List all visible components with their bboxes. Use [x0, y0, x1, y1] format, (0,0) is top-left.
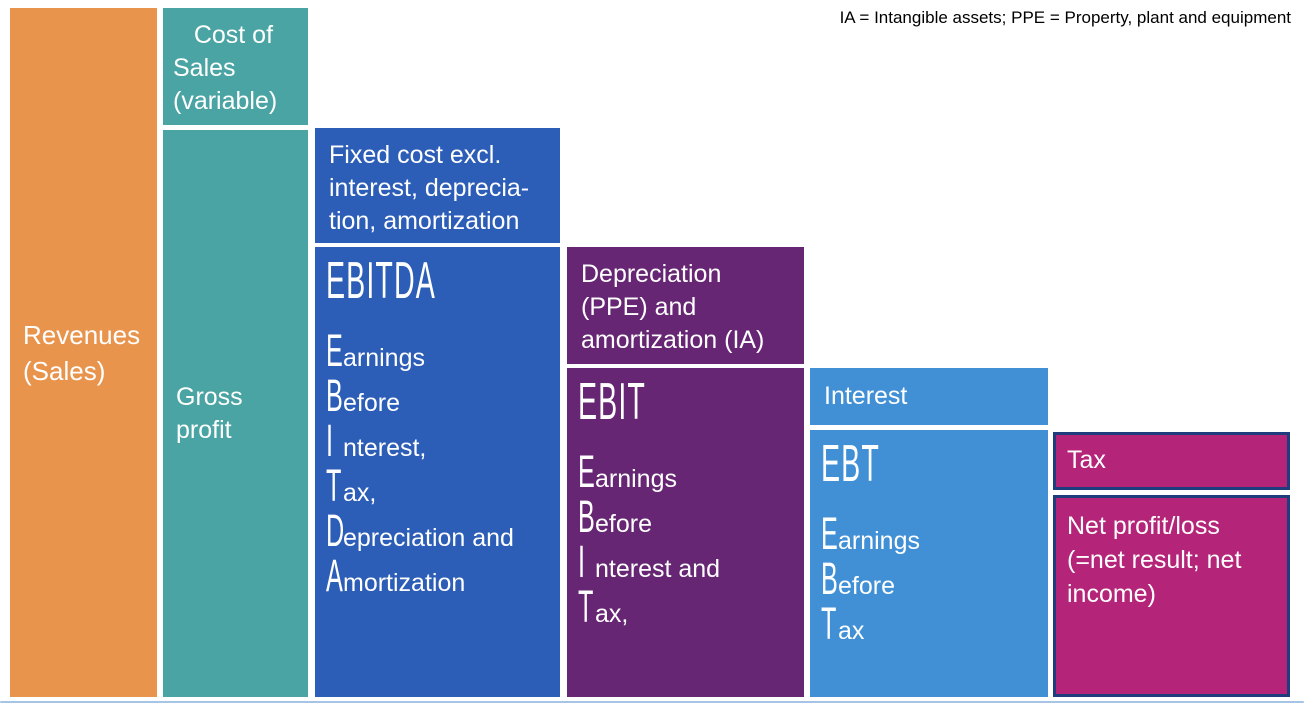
tax-box: Tax — [1053, 432, 1290, 490]
abbreviation-note: IA = Intangible assets; PPE = Property, … — [839, 8, 1291, 27]
ebt-rest-earnings: arnings — [838, 527, 920, 555]
ebitda-initial-b: B — [326, 370, 343, 421]
ebit-initial-e: E — [578, 446, 595, 497]
ebitda-rest-tax: ax, — [343, 479, 377, 507]
revenues-label: Revenues (Sales) — [23, 319, 141, 386]
cost-of-sales-box: Cost of Sales (variable) — [163, 8, 308, 125]
ebitda-initial-i: I — [326, 415, 334, 466]
gross-profit-label: Gross profit — [176, 382, 243, 444]
ebit-rest-earnings: arnings — [595, 465, 677, 493]
fixed-cost-label: Fixed cost excl. interest, deprecia- tio… — [329, 141, 530, 235]
ebt-initial-e: E — [821, 508, 838, 559]
ebt-title: EBT — [821, 435, 880, 493]
ebitda-line-tax: Tax, — [326, 460, 554, 511]
ebitda-initial-d: D — [326, 505, 345, 556]
interest-box: Interest — [810, 368, 1048, 425]
ebit-initial-i: I — [578, 536, 586, 587]
interest-label: Interest — [824, 382, 908, 410]
depreciation-amortization-label: Depreciation (PPE) and amortization (IA) — [581, 260, 765, 354]
ebt-rest-before: efore — [838, 572, 895, 600]
ebt-line-tax: Tax — [821, 598, 1042, 649]
gross-profit-box: Gross profit — [163, 130, 308, 697]
ebit-initial-b: B — [578, 491, 595, 542]
ebit-initial-t: T — [578, 581, 594, 632]
ebt-initial-b: B — [821, 553, 838, 604]
net-profit-box: Net profit/loss (=net result; net income… — [1053, 495, 1290, 697]
ebit-line-tax: Tax, — [578, 581, 798, 632]
ebit-title: EBIT — [578, 373, 646, 431]
ebitda-line-amortization: Amortization — [326, 550, 554, 601]
ebit-rest-tax: ax, — [595, 600, 629, 628]
ebitda-line-depreciation: Depreciation and — [326, 505, 554, 556]
ebitda-initial-a: A — [326, 550, 343, 601]
depreciation-amortization-box: Depreciation (PPE) and amortization (IA) — [567, 247, 804, 364]
ebt-line-before: Before — [821, 553, 1042, 604]
ebit-line-earnings: Earnings — [578, 446, 798, 497]
ebit-rest-interest: nterest and — [595, 555, 721, 583]
ebt-initial-t: T — [821, 598, 837, 649]
ebitda-rest-depreciation: epreciation and — [343, 524, 514, 552]
ebitda-line-before: Before — [326, 370, 554, 421]
fixed-cost-box: Fixed cost excl. interest, deprecia- tio… — [315, 128, 560, 243]
ebitda-initial-t: T — [326, 460, 342, 511]
ebt-line-earnings: Earnings — [821, 508, 1042, 559]
revenues-box: Revenues (Sales) — [10, 8, 157, 697]
ebt-box: EBT Earnings Before Tax — [810, 430, 1048, 697]
net-profit-label: Net profit/loss (=net result; net income… — [1067, 512, 1242, 608]
ebitda-initial-e: E — [326, 325, 343, 376]
ebitda-rest-before: efore — [343, 389, 400, 417]
ebitda-rest-amortization: mortization — [343, 569, 466, 597]
tax-label: Tax — [1067, 446, 1106, 474]
ebitda-rest-earnings: arnings — [343, 344, 425, 372]
bottom-baseline-rule — [0, 701, 1304, 703]
ebitda-title: EBITDA — [326, 252, 436, 310]
cost-of-sales-label: Cost of Sales (variable) — [173, 21, 278, 115]
ebit-line-before: Before — [578, 491, 798, 542]
ebit-rest-before: efore — [595, 510, 652, 538]
ebt-acronym-expansion: Earnings Before Tax — [821, 508, 1042, 649]
ebt-rest-tax: ax — [838, 617, 865, 645]
ebitda-line-earnings: Earnings — [326, 325, 554, 376]
ebitda-rest-interest: nterest, — [343, 434, 427, 462]
